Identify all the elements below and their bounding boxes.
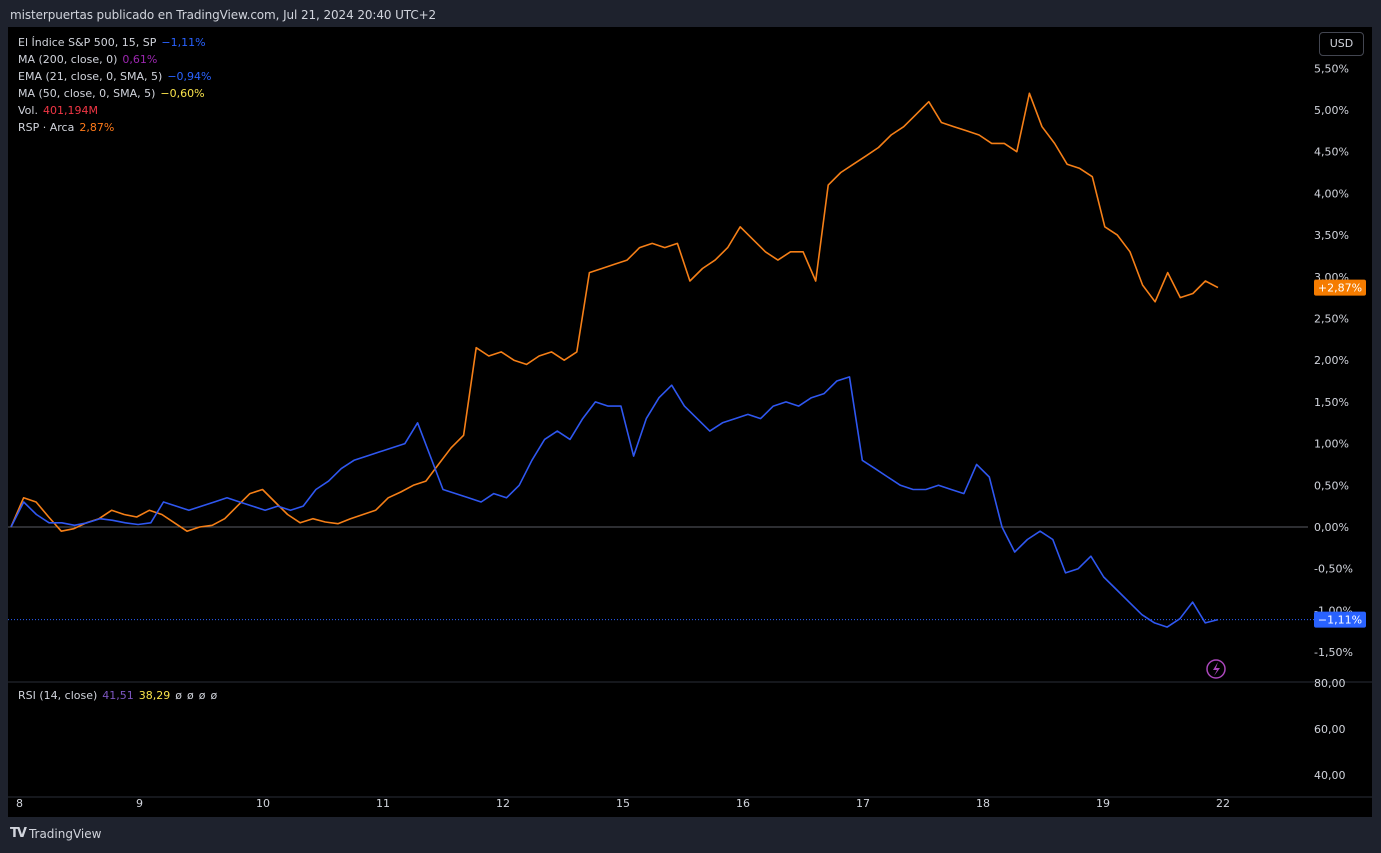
legend-row-spx[interactable]: El Índice S&P 500, 15, SP −1,11% bbox=[18, 34, 212, 51]
lightning-bolt-glyph bbox=[1213, 662, 1220, 676]
x-tick-label: 19 bbox=[1096, 797, 1110, 810]
rsi-tick-label: 40,00 bbox=[1314, 769, 1346, 782]
legend-label: Vol. bbox=[18, 104, 38, 117]
x-tick-label: 11 bbox=[376, 797, 390, 810]
y-tick-label: 5,00% bbox=[1314, 104, 1349, 117]
y-tick-label: -1,50% bbox=[1314, 646, 1353, 659]
lightning-event-icon[interactable] bbox=[1206, 659, 1226, 679]
y-tick-label: 4,00% bbox=[1314, 187, 1349, 200]
y-tick-label: 0,00% bbox=[1314, 521, 1349, 534]
chart-canvas[interactable]: 5,50%5,00%4,50%4,00%3,50%3,00%2,50%2,00%… bbox=[8, 27, 1372, 817]
legend-label: El Índice S&P 500, 15, SP bbox=[18, 36, 157, 49]
legend-label: EMA (21, close, 0, SMA, 5) bbox=[18, 70, 163, 83]
rsp-last-value-badge-text: +2,87% bbox=[1318, 282, 1362, 295]
y-tick-label: 2,00% bbox=[1314, 354, 1349, 367]
rsi-legend[interactable]: RSI (14, close) 41,51 38,29 ø ø ø ø bbox=[18, 689, 222, 702]
legend-label: MA (200, close, 0) bbox=[18, 53, 118, 66]
legend-value: −0,60% bbox=[160, 87, 205, 100]
y-tick-label: 0,50% bbox=[1314, 479, 1349, 492]
x-tick-label: 17 bbox=[856, 797, 870, 810]
legend-value: −1,11% bbox=[161, 36, 206, 49]
y-tick-label: 3,50% bbox=[1314, 229, 1349, 242]
y-tick-label: 1,50% bbox=[1314, 396, 1349, 409]
tradingview-logo-icon: TV bbox=[10, 826, 27, 841]
rsi-tick-label: 60,00 bbox=[1314, 723, 1346, 736]
y-tick-label: 1,00% bbox=[1314, 438, 1349, 451]
legend-panel: El Índice S&P 500, 15, SP −1,11% MA (200,… bbox=[18, 34, 212, 136]
spx-last-value-badge-bg bbox=[1314, 611, 1366, 628]
currency-button[interactable]: USD bbox=[1319, 32, 1364, 56]
header-publish-line: misterpuertas publicado en TradingView.c… bbox=[10, 8, 437, 22]
chart-area[interactable]: 5,50% 5,00% 4,50% 4,00% 3,50% 3,00% 2,50% 2,00%… bbox=[8, 27, 1372, 817]
x-tick-label: 9 bbox=[136, 797, 143, 810]
legend-value: 0,61% bbox=[122, 53, 158, 66]
legend-row-ema21[interactable]: EMA (21, close, 0, SMA, 5) −0,94% bbox=[18, 68, 212, 85]
legend-label: MA (50, close, 0, SMA, 5) bbox=[18, 87, 156, 100]
y-tick-label: -0,50% bbox=[1314, 563, 1353, 576]
spx-last-value-badge-text: −1,11% bbox=[1318, 614, 1362, 627]
rsi-value-1: 41,51 bbox=[102, 689, 134, 702]
rsi-label: RSI (14, close) bbox=[18, 689, 98, 702]
rsi-empty-1: ø bbox=[175, 689, 183, 702]
footer-brand[interactable]: TV TradingView bbox=[10, 826, 101, 841]
series-line-spx bbox=[10, 376, 1219, 628]
legend-value: 401,194M bbox=[42, 104, 98, 117]
rsp-last-value-badge-bg bbox=[1314, 279, 1366, 296]
legend-label: RSP · Arca bbox=[18, 121, 75, 134]
rsi-empty-2: ø bbox=[187, 689, 194, 702]
x-tick-label: 18 bbox=[976, 797, 990, 810]
rsi-value-2: 38,29 bbox=[138, 689, 171, 702]
y-tick-label: 4,50% bbox=[1314, 146, 1349, 159]
footer-brand-label: TradingView bbox=[28, 826, 102, 841]
y-tick-label: 5,50% bbox=[1314, 62, 1349, 75]
legend-value: 2,87% bbox=[79, 121, 115, 134]
rsi-tick-label: 80,00 bbox=[1314, 677, 1346, 690]
y-tick-label: 2,50% bbox=[1314, 313, 1349, 326]
x-tick-label: 16 bbox=[736, 797, 750, 810]
legend-row-ma200[interactable]: MA (200, close, 0) 0,61% bbox=[18, 51, 212, 68]
rsi-empty-3: ø bbox=[198, 689, 206, 702]
legend-row-rsp[interactable]: RSP · Arca 2,87% bbox=[18, 119, 212, 136]
legend-row-volume[interactable]: Vol. 401,194M bbox=[18, 102, 212, 119]
x-tick-label: 10 bbox=[256, 797, 270, 810]
legend-row-ma50[interactable]: MA (50, close, 0, SMA, 5) −0,60% bbox=[18, 85, 212, 102]
rsi-empty-4: ø bbox=[210, 689, 218, 702]
series-line-rsp bbox=[10, 92, 1219, 532]
x-tick-label: 12 bbox=[496, 797, 510, 810]
legend-value: −0,94% bbox=[167, 70, 212, 83]
x-tick-label: 15 bbox=[616, 797, 630, 810]
x-tick-label: 8 bbox=[16, 797, 23, 810]
x-tick-label: 22 bbox=[1216, 797, 1230, 810]
